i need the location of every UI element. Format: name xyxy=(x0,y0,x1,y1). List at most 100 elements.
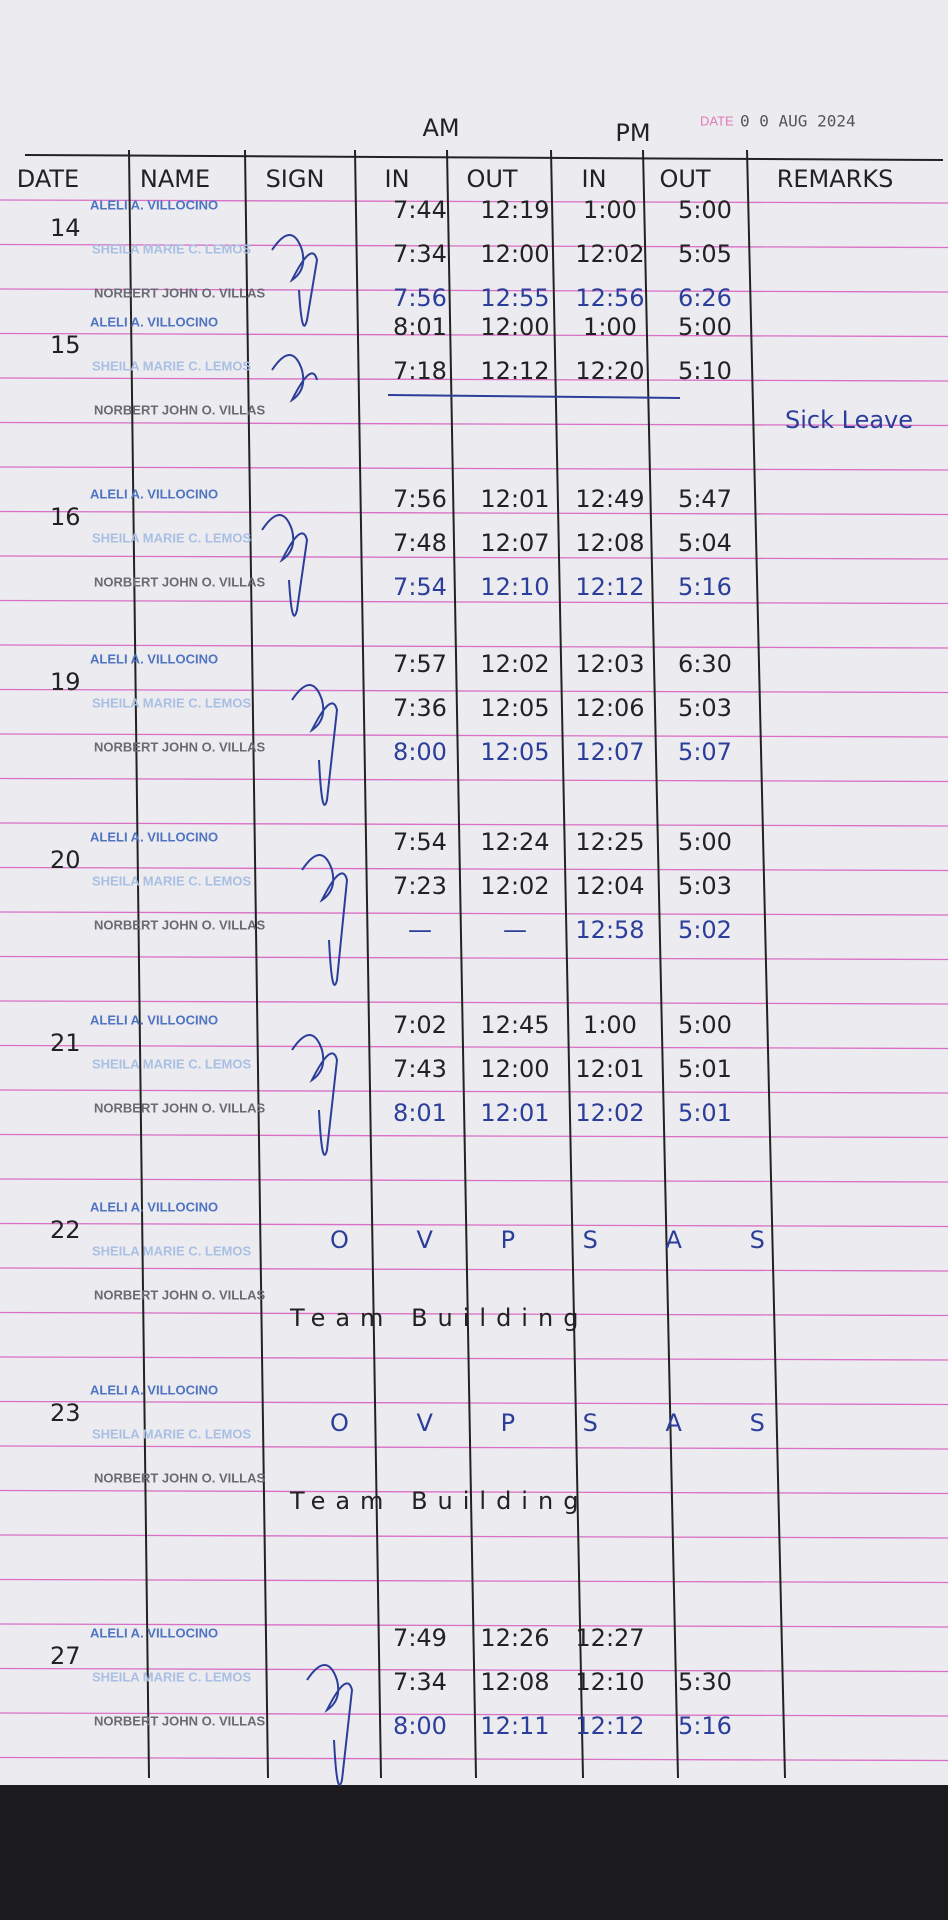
ruled-line xyxy=(0,1222,948,1228)
ruled-line xyxy=(0,1445,948,1450)
time-entry: 12:11 xyxy=(480,1712,549,1740)
time-entry: 6:30 xyxy=(678,650,732,678)
time-entry: 12:00 xyxy=(480,313,549,341)
time-entry: 7:34 xyxy=(393,1668,447,1696)
column-line xyxy=(746,149,786,1779)
staff-name: ALELI A. VILLOCINO xyxy=(90,197,218,212)
ruled-line xyxy=(0,288,948,293)
staff-name: ALELI A. VILLOCINO xyxy=(90,314,218,329)
signature xyxy=(291,684,339,806)
time-entry: 12:02 xyxy=(480,650,549,678)
time-entry: 12:25 xyxy=(575,828,644,856)
signature xyxy=(271,354,318,403)
time-entry: 5:01 xyxy=(678,1099,732,1127)
staff-name: NORBERT JOHN O. VILLAS xyxy=(94,574,266,589)
staff-name: SHEILA MARIE C. LEMOS xyxy=(92,1243,251,1258)
staff-name: ALELI A. VILLOCINO xyxy=(90,1012,218,1027)
time-entry: 7:44 xyxy=(393,196,447,224)
ruled-line xyxy=(0,1267,948,1272)
time-entry: 5:47 xyxy=(678,485,732,513)
time-entry: 12:08 xyxy=(575,529,644,557)
entry-date: 19 xyxy=(50,668,81,696)
ruled-line xyxy=(0,1534,948,1539)
time-entry: 12:02 xyxy=(575,1099,644,1127)
time-entry: 8:01 xyxy=(393,313,447,341)
ruled-line xyxy=(0,1044,948,1050)
time-entry: 5:00 xyxy=(678,1011,732,1039)
time-entry: 5:16 xyxy=(678,1712,732,1740)
time-entry: 5:03 xyxy=(678,872,732,900)
entry-date: 27 xyxy=(50,1642,81,1670)
time-entry: 1:00 xyxy=(583,196,637,224)
column-header: IN xyxy=(581,165,606,193)
ruled-line xyxy=(0,332,948,338)
time-entry: 7:18 xyxy=(393,357,447,385)
ruled-line xyxy=(0,1089,948,1094)
staff-name: NORBERT JOHN O. VILLAS xyxy=(94,402,266,417)
column-line xyxy=(642,149,679,1779)
time-entry: 12:08 xyxy=(480,1668,549,1696)
time-entry: 8:00 xyxy=(393,1712,447,1740)
time-entry: 12:55 xyxy=(480,284,549,312)
staff-name: SHEILA MARIE C. LEMOS xyxy=(92,530,251,545)
entry-date: 22 xyxy=(50,1216,81,1244)
ruled-line xyxy=(0,555,948,560)
time-entry: 12:03 xyxy=(575,650,644,678)
time-entry: 12:05 xyxy=(480,738,549,766)
time-entry: 7:34 xyxy=(393,240,447,268)
time-entry: 7:02 xyxy=(393,1011,447,1039)
ruled-line xyxy=(0,911,948,916)
staff-name: SHEILA MARIE C. LEMOS xyxy=(92,1669,251,1684)
time-entry: 12:02 xyxy=(480,872,549,900)
column-line xyxy=(446,149,477,1779)
time-entry: 12:10 xyxy=(575,1668,644,1696)
time-entry: 6:26 xyxy=(678,284,732,312)
column-line xyxy=(128,149,150,1779)
column-header: SIGN xyxy=(266,165,325,193)
time-entry: 12:58 xyxy=(575,916,644,944)
time-entry: 12:26 xyxy=(480,1624,549,1652)
ruled-line xyxy=(0,1756,948,1762)
ruled-line xyxy=(0,466,948,471)
entry-date: 16 xyxy=(50,503,81,531)
staff-name: ALELI A. VILLOCINO xyxy=(90,486,218,501)
signature xyxy=(301,854,349,986)
time-entry: 12:12 xyxy=(480,357,549,385)
time-entry: 12:01 xyxy=(575,1055,644,1083)
time-entry: 7:36 xyxy=(393,694,447,722)
staff-name: NORBERT JOHN O. VILLAS xyxy=(94,1287,266,1302)
staff-name: NORBERT JOHN O. VILLAS xyxy=(94,1470,266,1485)
entry-date: 14 xyxy=(50,214,81,242)
staff-name: ALELI A. VILLOCINO xyxy=(90,651,218,666)
staff-name: NORBERT JOHN O. VILLAS xyxy=(94,917,266,932)
ruled-line xyxy=(0,777,948,783)
time-entry: 5:03 xyxy=(678,694,732,722)
staff-name: SHEILA MARIE C. LEMOS xyxy=(92,241,251,256)
time-entry: 12:24 xyxy=(480,828,549,856)
time-entry: 7:54 xyxy=(393,828,447,856)
time-entry: 12:12 xyxy=(575,573,644,601)
ruled-line xyxy=(0,1578,948,1584)
day-note: Team Building xyxy=(289,1304,588,1332)
time-entry: 7:57 xyxy=(393,650,447,678)
time-entry: 12:45 xyxy=(480,1011,549,1039)
time-entry: 7:56 xyxy=(393,485,447,513)
pm-label: PM xyxy=(615,119,650,147)
date-stamp-value: 0 0 AUG 2024 xyxy=(740,112,856,131)
time-entry: 5:05 xyxy=(678,240,732,268)
time-entry: 12:04 xyxy=(575,872,644,900)
table-surface xyxy=(0,1785,948,1920)
ruled-line xyxy=(0,733,948,738)
time-entry: 5:00 xyxy=(678,313,732,341)
time-entry: 1:00 xyxy=(583,313,637,341)
time-entry: 5:16 xyxy=(678,573,732,601)
time-entry: 1:00 xyxy=(583,1011,637,1039)
staff-name: SHEILA MARIE C. LEMOS xyxy=(92,873,251,888)
ruled-line xyxy=(0,243,948,249)
ruled-line xyxy=(0,377,948,382)
ruled-line xyxy=(0,1311,948,1317)
day-note: O V P S A S xyxy=(330,1409,795,1437)
column-header: NAME xyxy=(140,165,210,193)
staff-name: ALELI A. VILLOCINO xyxy=(90,829,218,844)
